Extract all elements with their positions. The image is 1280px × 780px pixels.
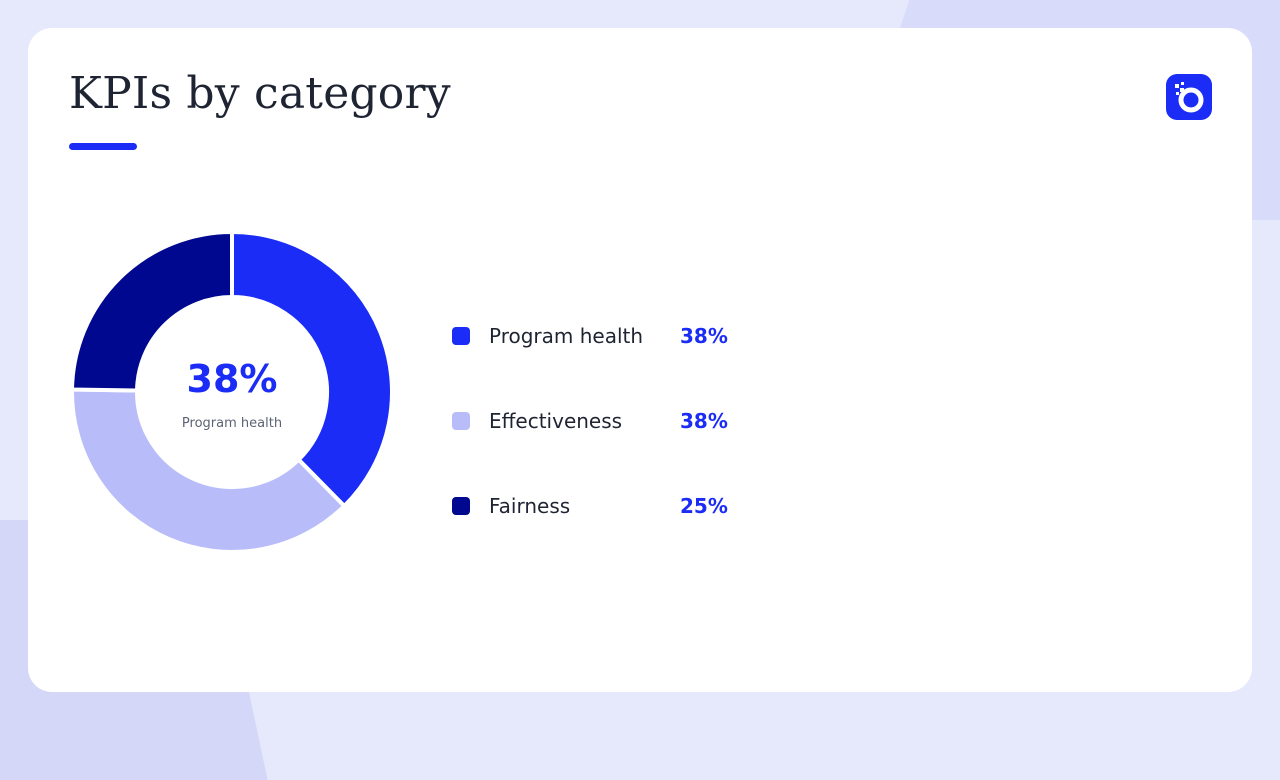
legend-value: 25% [680, 494, 728, 518]
slide-card: KPIs by category [28, 28, 1252, 692]
slide-title: KPIs by category [69, 68, 451, 119]
legend-swatch [452, 327, 470, 345]
legend-swatch [452, 497, 470, 515]
legend-swatch [452, 412, 470, 430]
legend-label: Program health [489, 324, 644, 348]
donut-slice-program-health [230, 230, 394, 509]
title-underline [69, 143, 137, 150]
donut-center-value: 38% [186, 357, 278, 401]
legend-label: Fairness [489, 494, 571, 518]
legend-label: Effectiveness [489, 409, 623, 433]
donut-slice-fairness [70, 230, 234, 393]
legend-value: 38% [680, 324, 728, 348]
donut-chart [70, 230, 394, 554]
legend-value: 38% [680, 409, 728, 433]
brand-logo-icon [1166, 74, 1212, 120]
donut-slice-effectiveness [70, 387, 347, 554]
donut-center-label: Program health [181, 416, 283, 431]
